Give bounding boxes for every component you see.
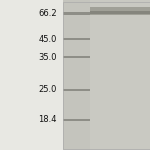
Bar	[63, 119, 90, 121]
Bar	[63, 0, 150, 150]
Text: 25.0: 25.0	[39, 85, 57, 94]
Bar	[90, 11, 150, 14]
Bar	[63, 38, 90, 40]
Text: 66.2: 66.2	[38, 9, 57, 18]
Bar	[90, 0, 150, 150]
Text: 35.0: 35.0	[39, 52, 57, 62]
Bar	[63, 12, 90, 15]
Text: 18.4: 18.4	[39, 116, 57, 124]
Bar	[63, 2, 150, 148]
Bar	[63, 89, 90, 91]
Bar	[90, 8, 150, 15]
Bar	[63, 0, 90, 150]
Text: 45.0: 45.0	[39, 34, 57, 43]
Bar	[63, 56, 90, 58]
